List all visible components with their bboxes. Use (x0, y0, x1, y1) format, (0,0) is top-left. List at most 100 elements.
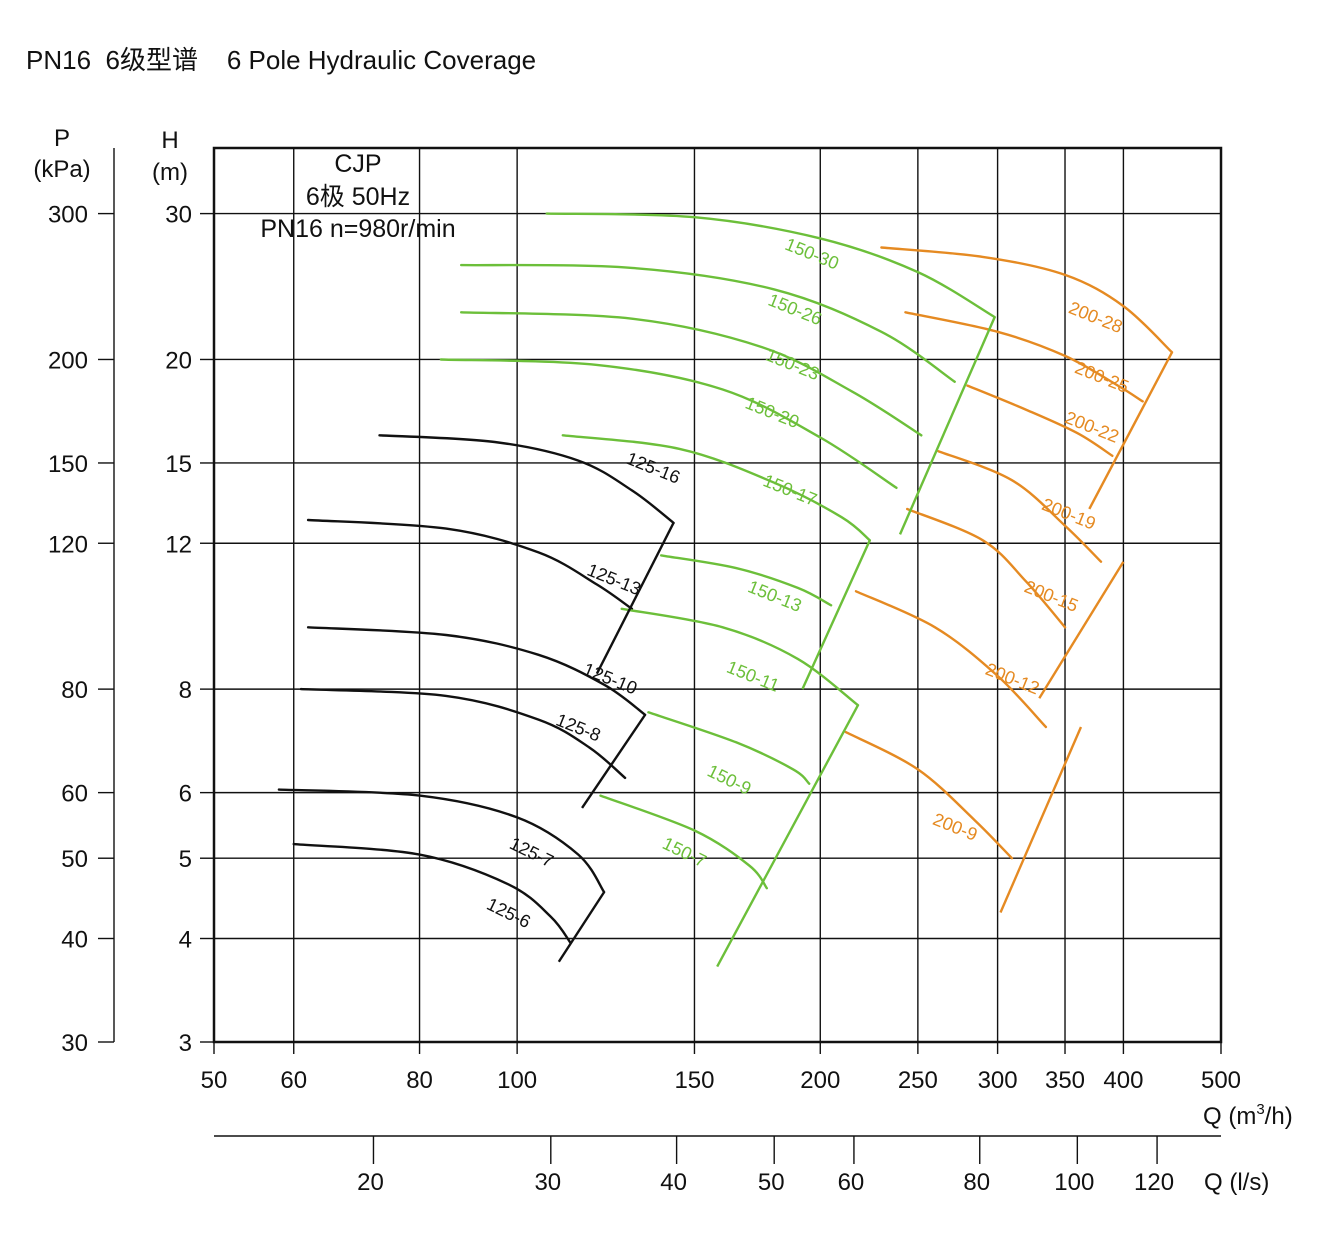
h-axis-tick-label: 4 (179, 927, 192, 954)
grid-layer (212, 146, 1223, 1044)
p-axis-tick-label: 60 (61, 781, 88, 808)
q-m3h-tick-label: 200 (800, 1067, 840, 1094)
h-axis-tick-label: 12 (165, 531, 192, 558)
envelope-line-150 (898, 316, 996, 535)
curve-125-7 (277, 788, 606, 894)
p-axis-label-unit: (kPa) (33, 156, 90, 183)
h-axis-label-top: H (161, 127, 178, 154)
p-axis-tick-label: 120 (48, 531, 88, 558)
curve-125-8 (299, 687, 627, 780)
curve-label-125-10: 125-10 (581, 659, 640, 699)
q-ls-tick-label: 40 (660, 1169, 687, 1196)
curve-200-28 (880, 246, 1174, 354)
envelope-line-150 (801, 539, 871, 690)
q-ls-tick-label: 30 (534, 1169, 561, 1196)
page-title: PN16 6级型谱 6 Pole Hydraulic Coverage (26, 45, 537, 75)
envelope-line-125 (595, 522, 675, 675)
envelope-line-200 (999, 726, 1083, 913)
axis-layer: 3 4 5 6 8 12 15 20 30 30 40 50 60 80 120 150 200 300 50 60 8… (48, 148, 1241, 1196)
curve-200-12 (854, 590, 1048, 729)
q-m3h-tick-label: 50 (201, 1067, 228, 1094)
curve-200-19 (937, 450, 1103, 563)
curve-label-125-13: 125-13 (584, 560, 643, 600)
q-m3h-tick-label: 500 (1201, 1067, 1241, 1094)
curve-label-150-7: 150-7 (659, 833, 709, 871)
curve-label-200-9: 200-9 (930, 809, 980, 845)
envelope-line-125 (581, 714, 647, 809)
q-m3h-tick-label: 300 (978, 1067, 1018, 1094)
info-line-poles: 6极 50Hz (306, 183, 410, 211)
envelope-line-200 (1038, 561, 1125, 699)
envelope-line-125 (557, 891, 606, 963)
h-axis-tick-label: 3 (179, 1030, 192, 1057)
p-axis-tick-label: 50 (61, 846, 88, 873)
p-axis-tick-label: 30 (61, 1030, 88, 1057)
q-m3h-tick-label: 400 (1103, 1067, 1143, 1094)
q-ls-tick-label: 120 (1134, 1169, 1174, 1196)
curve-label-150-20: 150-20 (743, 393, 802, 433)
p-axis-tick-label: 40 (61, 927, 88, 954)
curve-200-15 (906, 507, 1067, 629)
chart-info-box: CJP 6极 50Hz PN16 n=980r/min (260, 150, 455, 243)
curve-150-11 (620, 607, 860, 707)
q-m3h-tick-label: 60 (280, 1067, 307, 1094)
h-axis-tick-label: 6 (179, 781, 192, 808)
plot-frame (212, 146, 1223, 1044)
q-ls-tick-label: 50 (758, 1169, 785, 1196)
curve-150-30 (545, 212, 996, 319)
curve-200-25 (904, 311, 1144, 403)
envelope-line-150 (716, 704, 860, 968)
info-line-model: CJP (334, 150, 381, 178)
q-m3h-tick-label: 250 (898, 1067, 938, 1094)
q-m3h-tick-label: 350 (1045, 1067, 1085, 1094)
q-m3h-axis-label: Q (m3/h) (1203, 1101, 1293, 1130)
curve-150-9 (647, 711, 811, 785)
p-axis-tick-label: 150 (48, 451, 88, 478)
curve-200-9 (844, 730, 1014, 860)
curve-label-150-13: 150-13 (745, 576, 804, 616)
curve-layer (277, 212, 1174, 968)
q-ls-tick-label: 80 (963, 1169, 990, 1196)
curve-150-26 (460, 263, 956, 383)
p-axis-tick-label: 300 (48, 202, 88, 229)
h-axis-tick-label: 15 (165, 451, 192, 478)
p-axis-label-top: P (54, 125, 70, 152)
curve-125-10 (306, 626, 647, 716)
info-line-pressure: PN16 n=980r/min (260, 215, 455, 243)
curve-150-13 (660, 554, 833, 607)
curve-label-150-23: 150-23 (763, 345, 822, 385)
curve-label-150-30: 150-30 (782, 234, 841, 274)
q-m3h-tick-label: 80 (406, 1067, 433, 1094)
h-axis-label-unit: (m) (152, 159, 188, 186)
curve-150-23 (460, 311, 923, 437)
q-ls-axis-label: Q (l/s) (1204, 1169, 1269, 1196)
curve-125-6 (292, 842, 572, 945)
h-axis-tick-label: 30 (165, 202, 192, 229)
curve-label-200-12: 200-12 (983, 659, 1042, 699)
p-axis-tick-label: 200 (48, 347, 88, 374)
curve-150-17 (561, 434, 871, 542)
curve-150-7 (599, 794, 768, 890)
curve-label-125-16: 125-16 (624, 448, 683, 488)
curve-label-150-17: 150-17 (760, 470, 819, 510)
curve-label-150-11: 150-11 (724, 657, 782, 696)
h-axis-tick-label: 8 (179, 677, 192, 704)
curve-label-200-28: 200-28 (1066, 297, 1125, 337)
envelope-line-200 (1088, 351, 1174, 510)
q-ls-tick-label: 100 (1054, 1169, 1094, 1196)
q-m3h-tick-label: 150 (674, 1067, 714, 1094)
q-ls-tick-label: 60 (838, 1169, 865, 1196)
curve-125-13 (306, 518, 634, 610)
label-layer: 125-16125-13125-10125-8125-7125-6150-301… (484, 234, 1132, 932)
curve-200-22 (966, 384, 1114, 457)
q-m3h-tick-label: 100 (497, 1067, 537, 1094)
h-axis-tick-label: 5 (179, 846, 192, 873)
q-ls-tick-label: 20 (357, 1169, 384, 1196)
curve-label-125-7: 125-7 (507, 833, 557, 871)
curve-150-20 (439, 358, 898, 489)
curve-label-125-6: 125-6 (484, 894, 534, 932)
p-axis-tick-label: 80 (61, 677, 88, 704)
curve-125-16 (378, 434, 675, 525)
h-axis-tick-label: 20 (165, 347, 192, 374)
